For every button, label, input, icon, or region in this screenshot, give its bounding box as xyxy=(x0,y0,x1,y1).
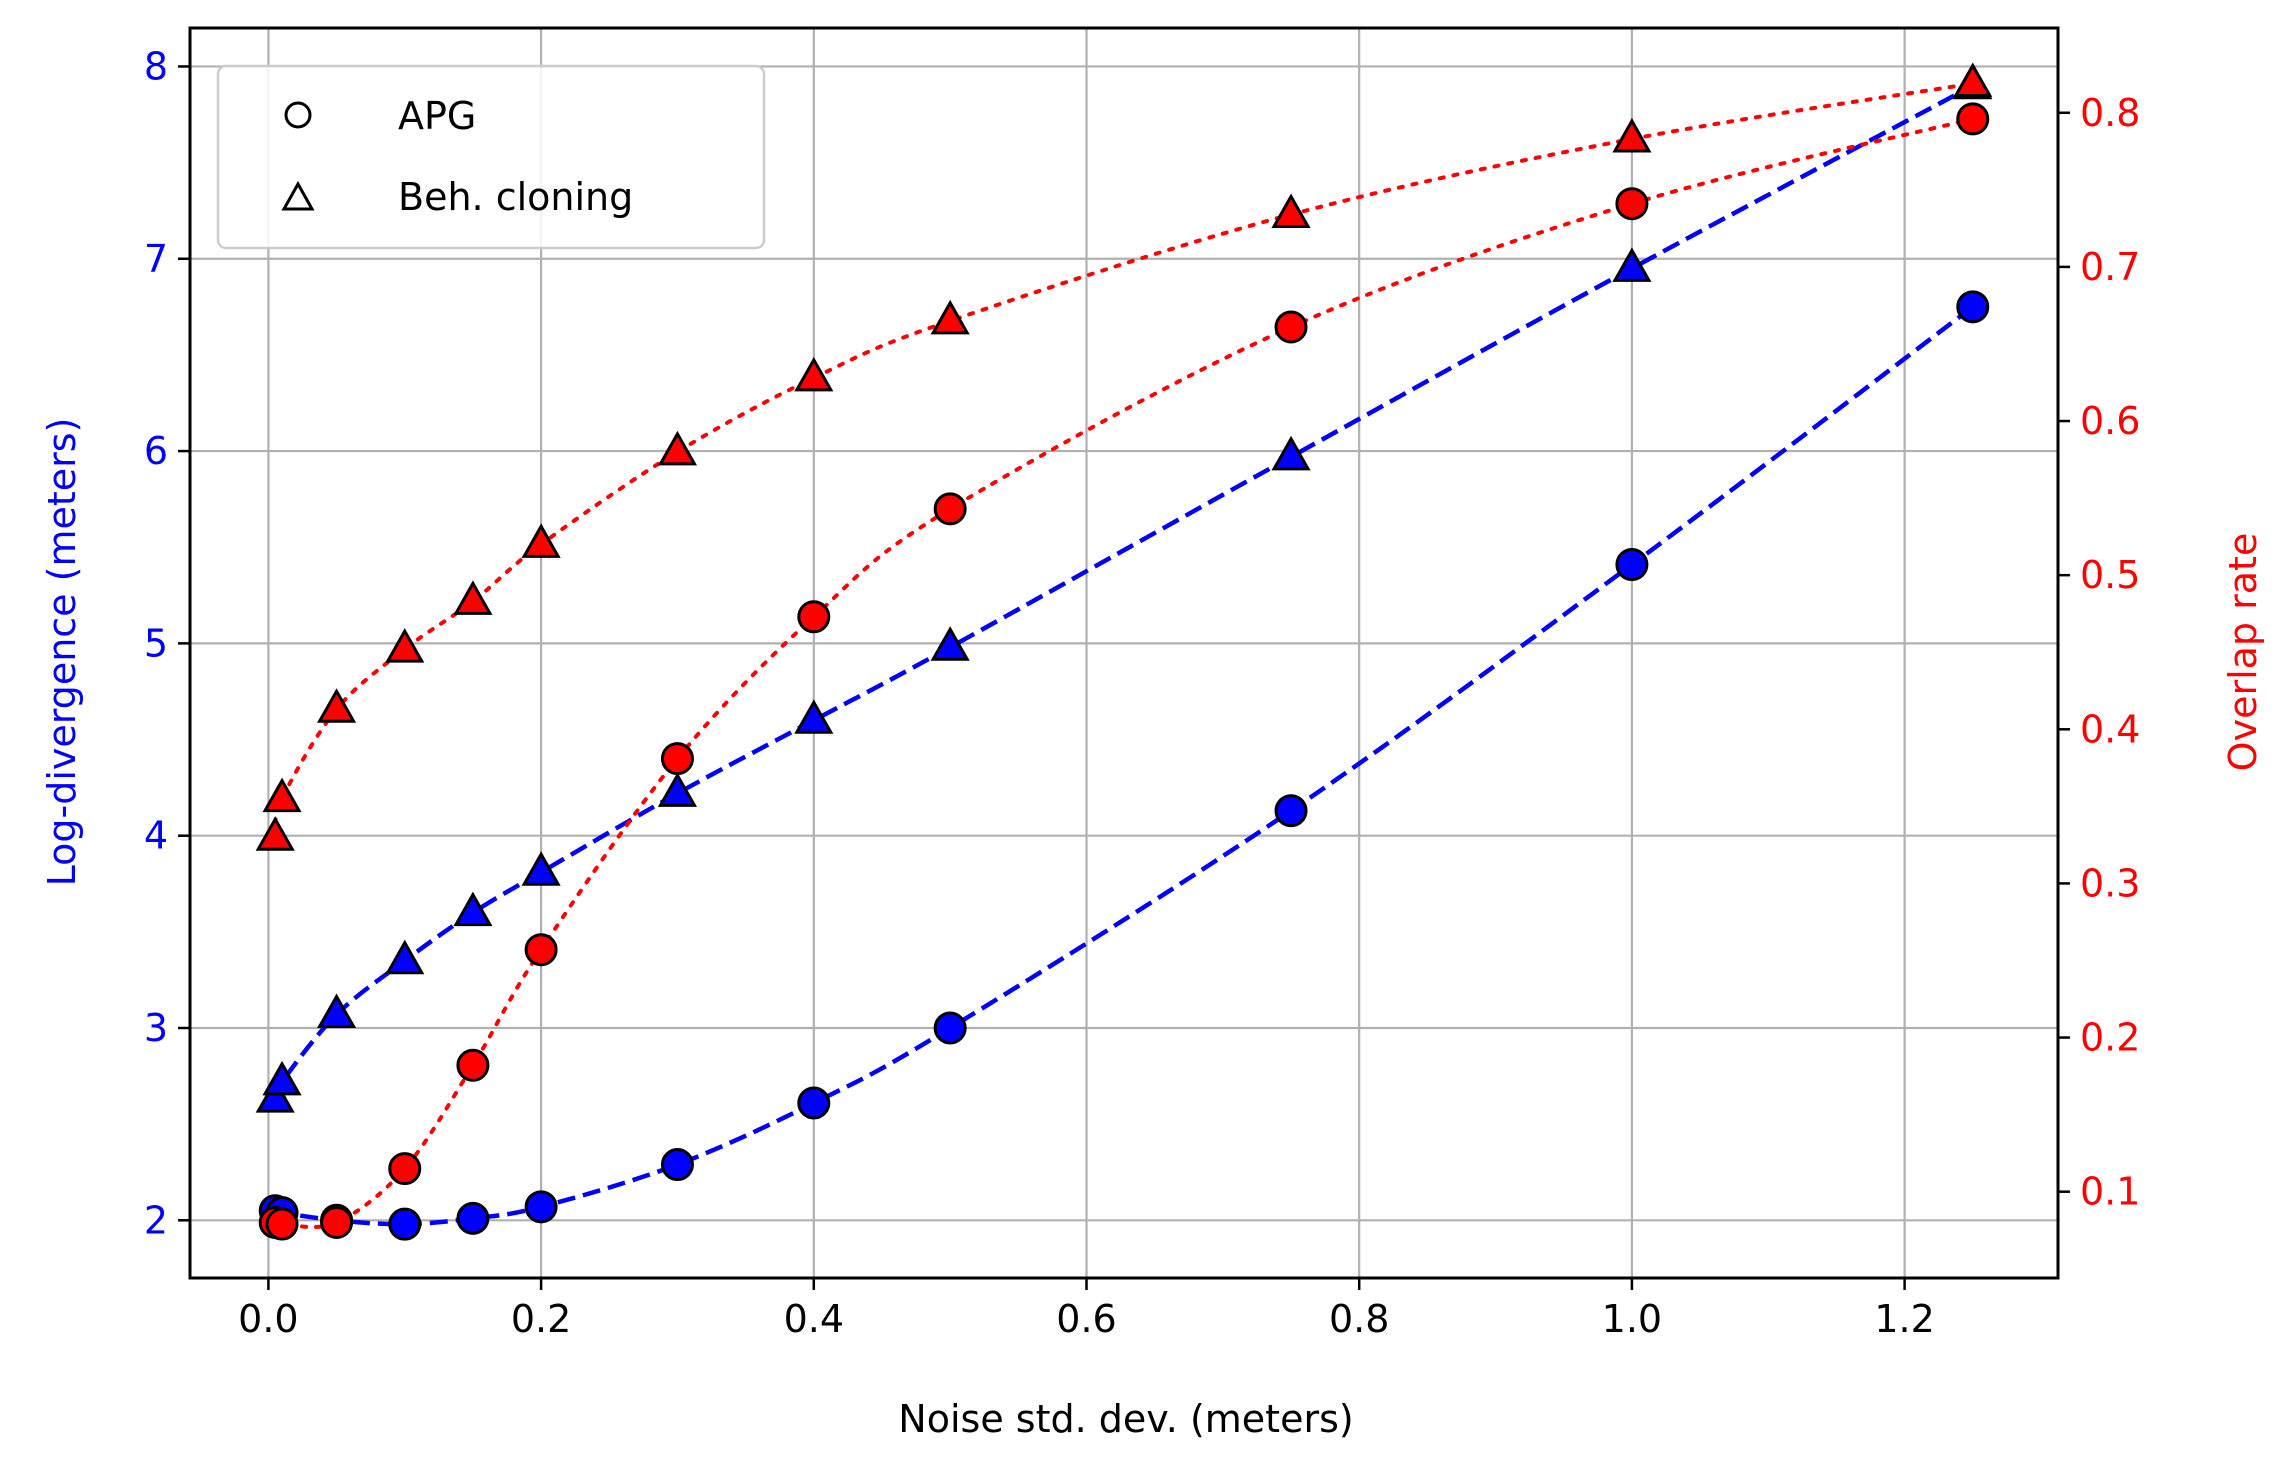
marker-beh-cloning-log-divergence xyxy=(930,626,970,661)
marker-apg-overlap-rate xyxy=(524,933,558,967)
marker-apg-log-divergence xyxy=(388,1207,422,1241)
left-y-tick-label: 5 xyxy=(144,621,168,665)
marker-apg-overlap-rate xyxy=(1956,102,1990,136)
left-y-tick-label: 4 xyxy=(144,814,168,858)
x-tick-label: 0.4 xyxy=(784,1297,844,1341)
left-y-tick-label: 8 xyxy=(144,44,168,88)
marker-apg-overlap-rate xyxy=(456,1048,490,1082)
left-y-tick-label: 6 xyxy=(144,429,168,473)
marker-apg-overlap-rate xyxy=(933,492,967,526)
marker-apg-log-divergence xyxy=(456,1201,490,1235)
marker-apg-log-divergence xyxy=(1956,290,1990,324)
marker-beh-cloning-overlap-rate xyxy=(1612,117,1652,153)
plot-frame xyxy=(188,26,2060,1280)
marker-apg-log-divergence xyxy=(933,1011,967,1045)
marker-beh-cloning-log-divergence xyxy=(385,939,425,975)
marker-apg-overlap-rate xyxy=(797,600,831,634)
marker-beh-cloning-log-divergence xyxy=(521,851,561,886)
legend-circle-marker xyxy=(284,101,312,129)
marker-beh-cloning-overlap-rate xyxy=(453,580,493,615)
marker-beh-cloning-overlap-rate xyxy=(930,299,970,335)
x-tick-label: 1.2 xyxy=(1874,1297,1934,1341)
right-y-tick-label: 0.4 xyxy=(2080,707,2140,751)
gridlines xyxy=(190,28,2058,1278)
right-y-tick-label: 0.8 xyxy=(2080,91,2140,135)
marker-beh-cloning-overlap-rate xyxy=(521,523,561,558)
axis-ticks: 0.0 0.2 0.4 0.6 0.8 1.0 1.2 2 3 4 5 6 7 8 0.1 0.2 0.3 0.4… xyxy=(144,44,2141,1341)
marker-apg-overlap-rate xyxy=(265,1207,299,1241)
left-y-tick-label: 2 xyxy=(144,1198,168,1242)
x-tick-label: 0.8 xyxy=(1329,1297,1389,1341)
marker-beh-cloning-overlap-rate xyxy=(317,688,357,723)
marker-apg-log-divergence xyxy=(1615,548,1649,582)
marker-beh-cloning-overlap-rate xyxy=(262,777,302,813)
marker-beh-cloning-overlap-rate xyxy=(794,356,834,392)
marker-beh-cloning-log-divergence xyxy=(255,1078,295,1113)
right-y-tick-label: 0.7 xyxy=(2080,245,2140,289)
left-y-axis-label: Log-divergence (meters) xyxy=(40,418,84,887)
marker-apg-overlap-rate xyxy=(1615,187,1649,221)
right-y-tick-label: 0.1 xyxy=(2080,1170,2140,1214)
marker-apg-overlap-rate xyxy=(388,1152,422,1186)
marker-beh-cloning-log-divergence xyxy=(1271,435,1311,471)
marker-apg-log-divergence xyxy=(524,1190,558,1224)
marker-beh-cloning-log-divergence xyxy=(794,699,834,734)
marker-beh-cloning-log-divergence xyxy=(657,772,698,807)
x-axis-label: Noise std. dev. (meters) xyxy=(898,1397,1353,1441)
x-tick-label: 1.0 xyxy=(1602,1297,1662,1341)
x-tick-label: 0.2 xyxy=(511,1297,571,1341)
x-tick-label: 0.0 xyxy=(238,1297,298,1341)
marker-apg-log-divergence xyxy=(797,1086,831,1120)
x-tick-label: 0.6 xyxy=(1056,1297,1116,1341)
marker-beh-cloning-overlap-rate xyxy=(657,430,698,466)
right-y-axis-label: Overlap rate xyxy=(2221,533,2265,772)
right-y-tick-label: 0.5 xyxy=(2080,553,2140,597)
legend-label-beh-cloning: Beh. cloning xyxy=(398,175,633,219)
marker-beh-cloning-log-divergence xyxy=(262,1060,302,1096)
marker-beh-cloning-log-divergence xyxy=(317,993,357,1029)
legend-triangle-marker xyxy=(281,180,315,211)
legend: APG Beh. cloning xyxy=(216,64,766,250)
marker-apg-log-divergence xyxy=(660,1148,694,1182)
marker-apg-overlap-rate xyxy=(660,742,694,776)
right-y-tick-label: 0.3 xyxy=(2080,861,2140,905)
marker-apg-overlap-rate xyxy=(320,1206,354,1240)
marker-beh-cloning-overlap-rate xyxy=(255,816,295,851)
marker-beh-cloning-overlap-rate xyxy=(385,628,425,663)
left-y-tick-label: 7 xyxy=(144,237,168,281)
marker-beh-cloning-overlap-rate xyxy=(1953,62,1993,97)
legend-box xyxy=(216,64,766,250)
marker-apg-log-divergence xyxy=(1274,794,1308,828)
legend-label-apg: APG xyxy=(398,94,476,138)
series-markers xyxy=(255,62,1993,1241)
right-y-tick-label: 0.2 xyxy=(2080,1016,2140,1060)
right-y-tick-label: 0.6 xyxy=(2080,399,2140,443)
marker-beh-cloning-overlap-rate xyxy=(1271,193,1311,228)
left-y-tick-label: 3 xyxy=(144,1006,168,1050)
marker-beh-cloning-log-divergence xyxy=(1612,247,1652,282)
marker-beh-cloning-log-divergence xyxy=(453,891,493,927)
series-line-beh-cloning-overlap-rate xyxy=(273,81,1975,840)
marker-apg-overlap-rate xyxy=(1274,310,1308,344)
